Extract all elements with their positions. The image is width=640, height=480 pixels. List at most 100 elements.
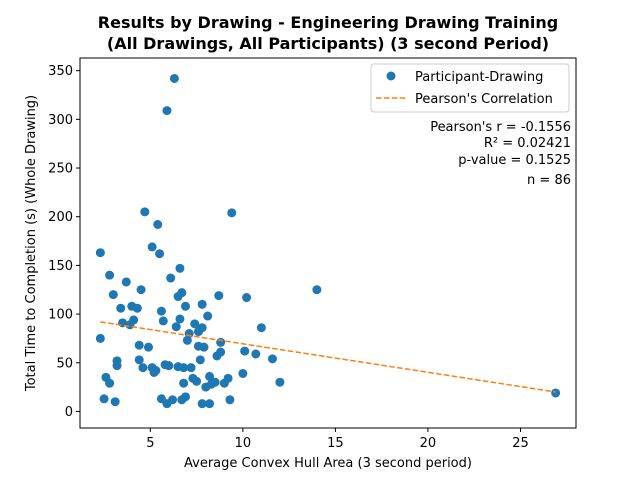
scatter-point [155,249,165,259]
x-tick-label: 5 [146,436,154,451]
scatter-point [225,395,235,405]
y-tick-label: 100 [48,308,73,323]
scatter-point [312,285,322,295]
axes-frame [79,57,577,429]
scatter-point [166,273,176,283]
scatter-point [110,397,120,407]
y-tick-label: 150 [48,259,73,274]
legend-label-scatter: Participant-Drawing [415,70,543,85]
scatter-point [151,366,161,376]
scatter-point [147,242,157,252]
plot-area [79,57,577,429]
scatter-point [105,378,115,388]
scatter-point [108,290,118,300]
x-axis-label: Average Convex Hull Area (3 second perio… [184,456,472,471]
scatter-point [162,106,172,116]
scatter-point [121,277,131,287]
stats-r-squared: R² = 0.02421 [484,136,571,151]
x-tick-label: 15 [327,436,344,451]
scatter-point [238,368,248,378]
scatter-point [158,316,168,326]
y-tick-label: 350 [48,64,73,79]
scatter-point [179,378,189,388]
scatter-point [132,303,142,313]
scatter-point [143,342,153,352]
scatter-point [175,314,185,324]
chart-title-line1: Results by Drawing - Engineering Drawing… [98,13,558,32]
scatter-point [186,363,196,373]
stats-annotation: Pearson's r = -0.1556 R² = 0.02421 p-val… [430,120,571,188]
scatter-point [227,208,237,218]
legend-scatter-marker [386,71,396,81]
scatter-point [192,376,202,386]
scatter-point [95,248,105,258]
chart-title-line2: (All Drawings, All Participants) (3 seco… [107,34,549,53]
scatter-point [199,342,209,352]
scatter-point [140,207,150,217]
scatter-point [197,399,207,409]
scatter-point [242,293,252,303]
scatter-point [180,392,190,402]
stats-pearson-r: Pearson's r = -0.1556 [430,120,571,135]
x-tick-label: 25 [512,436,529,451]
scatter-point [95,333,105,343]
x-tick-label: 20 [420,436,437,451]
y-tick-label: 50 [56,356,73,371]
legend-box [370,63,570,113]
scatter-point [205,371,215,381]
y-axis-ticks: 0 50 100 150 200 250 300 350 [48,64,80,420]
scatter-point [184,329,194,339]
y-tick-label: 0 [65,405,73,420]
scatter-point [197,323,207,333]
stats-n: n = 86 [527,173,571,188]
scatter-point [179,363,189,373]
scatter-point [251,349,261,359]
scatter-point [156,306,166,316]
scatter-point [190,319,200,329]
scatter-point [216,347,226,357]
scatter-point [216,337,226,347]
scatter-point [240,346,250,356]
scatter-point [210,377,220,387]
x-tick-label: 10 [235,436,252,451]
scatter-point [180,301,190,311]
scatter-point [164,361,174,371]
regression-line [100,321,556,393]
y-tick-label: 250 [48,162,73,177]
scatter-point [112,361,122,371]
scatter-point [134,340,144,350]
x-axis-ticks: 5 10 15 20 25 [146,428,529,451]
scatter-point [134,355,144,365]
y-tick-label: 300 [48,113,73,128]
scatter-point [138,363,148,373]
scatter-point [256,323,266,333]
scatter-point [267,354,277,364]
scatter-point [116,303,126,313]
y-tick-label: 200 [48,210,73,225]
scatter-point [99,394,109,404]
scatter-point [203,311,213,321]
scatter-point [153,220,163,229]
scatter-point [129,315,139,325]
stats-p-value: p-value = 0.1525 [458,153,571,168]
scatter-point [275,377,285,387]
scatter-point [214,291,224,301]
scatter-points [95,73,561,409]
legend-label-line: Pearson's Correlation [415,92,553,107]
scatter-point [175,263,185,273]
scatter-point [197,299,207,309]
y-axis-label: Total Time to Completion (s) (Whole Draw… [24,95,39,392]
scatter-point [195,355,205,365]
scatter-point [169,73,179,83]
scatter-point [168,395,178,405]
scatter-point [136,285,146,295]
scatter-point [177,288,187,298]
scatter-point [223,373,233,383]
scatter-point [105,270,115,280]
scatter-point [171,322,181,332]
scatter-point [551,388,561,398]
scatter-point [182,335,192,345]
scatter-point [205,399,215,409]
legend: Participant-Drawing Pearson's Correlatio… [370,63,570,113]
